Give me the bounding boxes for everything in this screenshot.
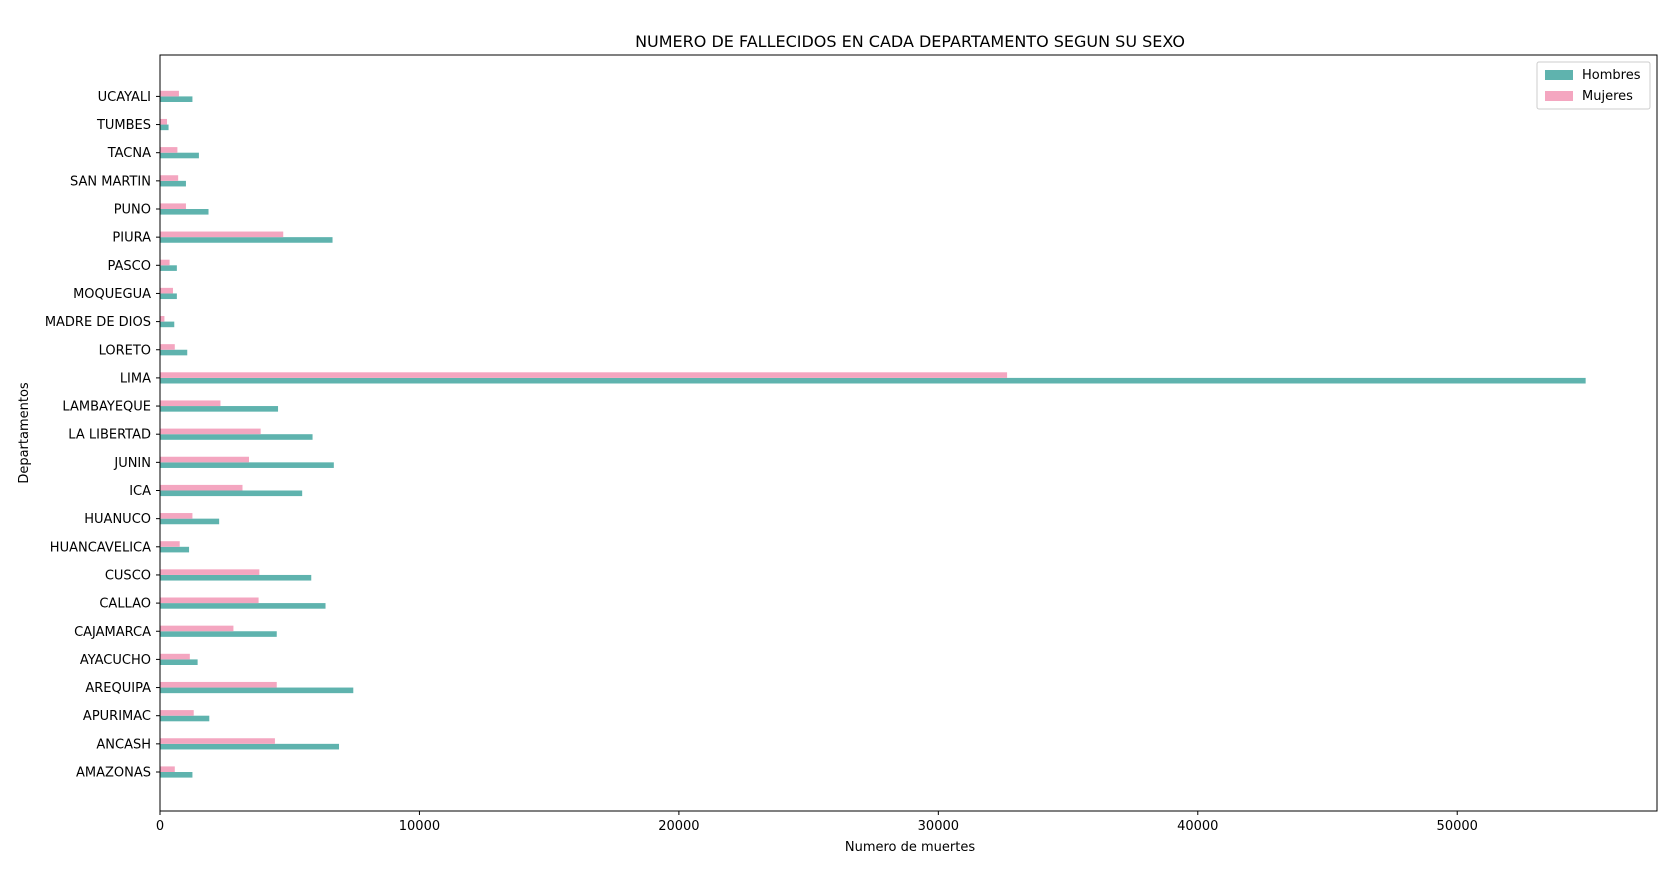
bar-hombres-tumbes [160, 124, 169, 131]
x-tick-label-40000: 40000 [1177, 819, 1218, 834]
y-tick-label-huanuco: HUANUCO [84, 512, 151, 527]
bar-hombres-apurimac [160, 715, 210, 722]
y-tick-label-madre-de-dios: MADRE DE DIOS [45, 315, 151, 330]
y-tick-label-pasco: PASCO [108, 259, 151, 274]
bar-hombres-lambayeque [160, 406, 279, 412]
bar-mujeres-apurimac [160, 710, 194, 716]
bar-hombres-amazonas [160, 772, 193, 778]
bar-hombres-madre-de-dios [160, 321, 175, 328]
bar-mujeres-ancash [160, 738, 275, 744]
y-tick-label-tumbes: TUMBES [96, 118, 151, 133]
x-axis: 0 10000 20000 30000 40000 50000 [156, 811, 1478, 834]
bar-mujeres-junin [160, 456, 249, 463]
bar-hombres-loreto [160, 349, 188, 356]
y-tick-label-lambayeque: LAMBAYEQUE [62, 400, 151, 415]
bar-hombres-cajamarca [160, 631, 277, 637]
y-tick-label-puno: PUNO [114, 203, 151, 218]
bar-hombres-san-martin [160, 180, 186, 187]
y-tick-label-moquegua: MOQUEGUA [73, 287, 151, 302]
bar-hombres-lima [160, 377, 1586, 384]
bar-mujeres-san-martin [160, 175, 179, 181]
y-tick-label-junin: JUNIN [113, 456, 151, 471]
x-axis-label: Numero de muertes [845, 840, 975, 855]
bar-hombres-ica [160, 490, 303, 497]
bar-mujeres-huanuco [160, 513, 193, 519]
legend: Hombres Mujeres [1536, 61, 1651, 110]
legend-swatch-hombres [1545, 70, 1573, 80]
bar-mujeres-huancavelica [160, 541, 180, 547]
bar-hombres-ancash [160, 743, 340, 750]
bar-mujeres-ayacucho [160, 653, 190, 660]
x-tick-label-10000: 10000 [399, 819, 440, 834]
bar-hombres-huanuco [160, 518, 220, 525]
plot-area [160, 90, 1586, 778]
bar-mujeres-madre-de-dios [160, 316, 165, 322]
x-tick-label-30000: 30000 [918, 819, 959, 834]
bar-hombres-arequipa [160, 687, 354, 694]
bar-hombres-cusco [160, 574, 312, 581]
y-tick-label-san-martin: SAN MARTIN [70, 174, 151, 189]
chart-title: NUMERO DE FALLECIDOS EN CADA DEPARTAMENT… [635, 32, 1185, 51]
bar-mujeres-loreto [160, 344, 175, 350]
bar-mujeres-callao [160, 597, 259, 604]
y-tick-label-huancavelica: HUANCAVELICA [50, 540, 151, 555]
legend-label-hombres: Hombres [1582, 68, 1641, 83]
x-tick-label-20000: 20000 [658, 819, 699, 834]
y-tick-label-lima: LIMA [120, 371, 151, 386]
bar-mujeres-la-libertad [160, 428, 261, 435]
bar-hombres-la-libertad [160, 434, 313, 440]
y-tick-label-arequipa: AREQUIPA [85, 681, 151, 696]
y-tick-label-ancash: ANCASH [96, 737, 151, 752]
bar-hombres-tacna [160, 152, 199, 159]
bar-mujeres-puno [160, 203, 186, 209]
y-tick-label-amazonas: AMAZONAS [76, 766, 151, 781]
bar-hombres-pasco [160, 265, 177, 271]
bar-hombres-ayacucho [160, 659, 198, 665]
y-tick-label-tacna: TACNA [107, 146, 151, 161]
y-tick-label-ica: ICA [129, 484, 151, 499]
y-axis: AMAZONAS ANCASH APURIMAC AREQUIPA AYACUCHO CA… [45, 90, 160, 781]
bar-mujeres-lima [160, 372, 1008, 378]
bar-mujeres-cajamarca [160, 625, 234, 632]
bar-mujeres-piura [160, 231, 284, 238]
bar-mujeres-arequipa [160, 681, 277, 688]
y-tick-label-apurimac: APURIMAC [83, 709, 151, 724]
bar-mujeres-ica [160, 484, 243, 491]
bar-mujeres-pasco [160, 259, 170, 266]
x-tick-label-50000: 50000 [1437, 819, 1478, 834]
plot-frame [159, 54, 1658, 812]
bar-hombres-huancavelica [160, 546, 190, 553]
y-tick-label-piura: PIURA [112, 231, 151, 246]
y-tick-label-ucayali: UCAYALI [98, 90, 151, 105]
y-axis-label: Departamentos [17, 382, 32, 484]
bar-hombres-callao [160, 603, 326, 609]
y-tick-label-loreto: LORETO [99, 343, 151, 358]
bar-mujeres-ucayali [160, 90, 179, 97]
bar-mujeres-cusco [160, 569, 260, 575]
bar-mujeres-amazonas [160, 766, 175, 772]
bar-mujeres-tumbes [160, 118, 168, 125]
x-tick-label-0: 0 [156, 819, 164, 834]
bar-hombres-piura [160, 237, 333, 243]
bar-mujeres-tacna [160, 147, 178, 153]
bar-hombres-junin [160, 462, 334, 468]
bar-hombres-puno [160, 209, 209, 215]
bar-hombres-moquegua [160, 293, 177, 300]
bar-mujeres-moquegua [160, 287, 173, 294]
y-tick-label-ayacucho: AYACUCHO [80, 653, 151, 668]
y-tick-label-cusco: CUSCO [105, 568, 151, 583]
bar-mujeres-lambayeque [160, 400, 221, 407]
y-tick-label-callao: CALLAO [99, 597, 151, 612]
y-tick-label-la-libertad: LA LIBERTAD [68, 428, 151, 443]
bar-hombres-ucayali [160, 96, 193, 102]
y-tick-label-cajamarca: CAJAMARCA [74, 625, 151, 640]
legend-label-mujeres: Mujeres [1582, 89, 1633, 104]
legend-swatch-mujeres [1545, 91, 1573, 101]
